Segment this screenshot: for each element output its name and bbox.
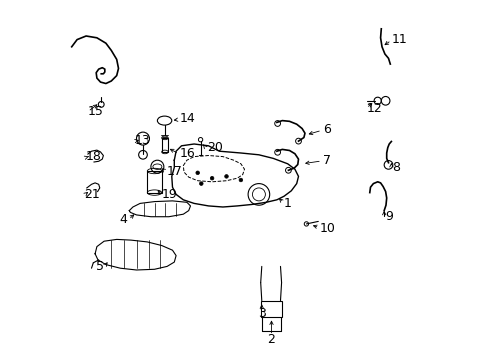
Text: 3: 3 — [257, 307, 265, 320]
Text: 1: 1 — [284, 197, 291, 210]
Text: 4: 4 — [120, 213, 127, 226]
Circle shape — [196, 171, 199, 175]
Text: 2: 2 — [267, 333, 275, 346]
Text: 21: 21 — [84, 188, 100, 201]
Text: 10: 10 — [320, 222, 335, 235]
Text: 14: 14 — [179, 112, 195, 125]
Bar — [260, 301, 281, 317]
Text: 20: 20 — [206, 141, 222, 154]
Circle shape — [210, 176, 213, 180]
Circle shape — [239, 178, 242, 182]
Text: 19: 19 — [162, 188, 177, 201]
Bar — [147, 171, 162, 193]
Text: 12: 12 — [366, 102, 382, 114]
Text: 11: 11 — [391, 33, 407, 46]
Text: 15: 15 — [88, 105, 103, 118]
Text: 6: 6 — [322, 123, 330, 136]
Circle shape — [199, 182, 203, 185]
Text: 18: 18 — [86, 150, 102, 163]
Text: 5: 5 — [96, 260, 104, 273]
Circle shape — [224, 175, 228, 178]
Text: 9: 9 — [384, 210, 392, 222]
Text: 7: 7 — [322, 154, 330, 167]
Text: 16: 16 — [179, 147, 195, 159]
Text: 13: 13 — [134, 134, 150, 147]
Text: 17: 17 — [167, 165, 183, 177]
Text: 8: 8 — [391, 161, 399, 174]
Bar — [162, 138, 168, 152]
